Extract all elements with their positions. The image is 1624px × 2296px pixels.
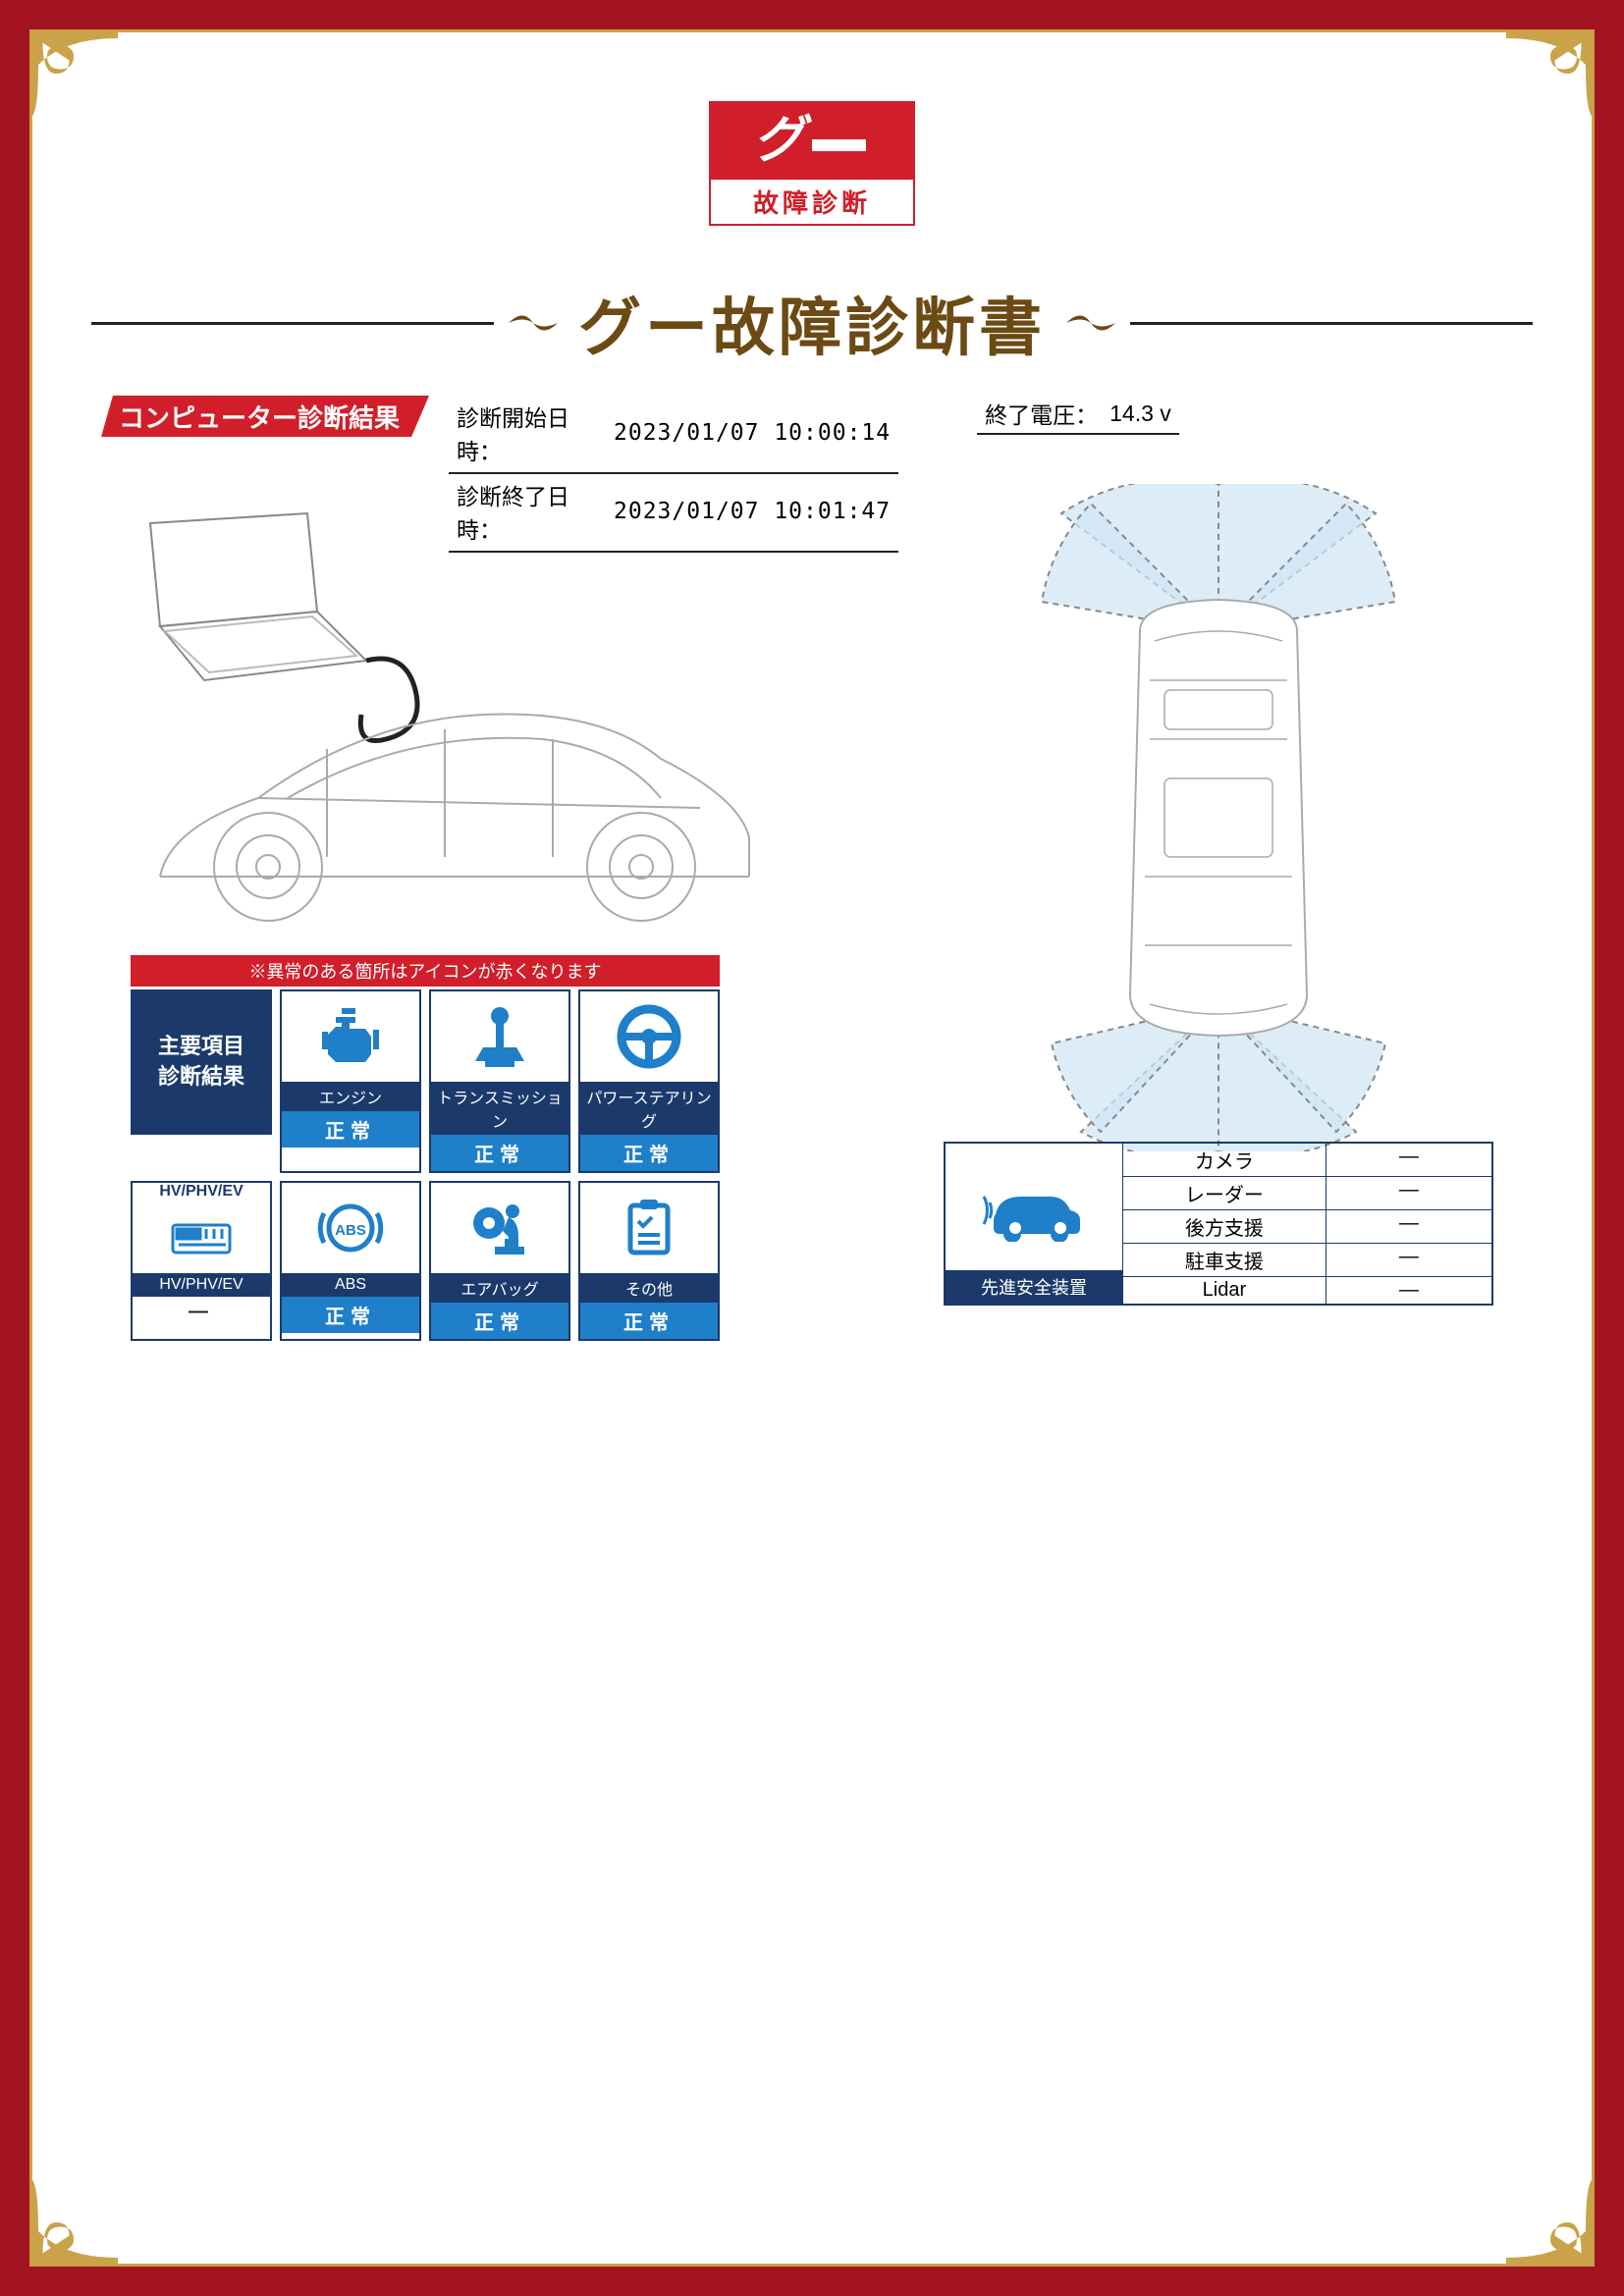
document-title-row: グー故障診断書 (91, 278, 1533, 368)
tile-label: HV/PHV/EV (133, 1273, 270, 1297)
transmission-icon (431, 991, 568, 1082)
voltage-row: 終了電圧： 14.3 v (977, 396, 1179, 435)
tile-label: ABS (282, 1273, 419, 1297)
voltage-value: 14.3 v (1110, 400, 1171, 427)
tile-steering: パワーステアリング 正常 (578, 989, 720, 1173)
voltage-label: 終了電圧： (985, 397, 1098, 430)
tile-other: その他 正常 (578, 1181, 720, 1341)
safety-value: — (1326, 1244, 1491, 1276)
legend-note: ※異常のある箇所はアイコンが赤くなります (131, 955, 720, 987)
car-top-sensor-diagram (944, 484, 1493, 1151)
start-time-label: 診断開始日時： (457, 400, 614, 466)
document-title: グー故障診断書 (578, 278, 1046, 368)
tile-status: 正常 (580, 1303, 718, 1339)
tile-label: その他 (580, 1273, 718, 1303)
flourish-icon (1061, 308, 1120, 338)
safety-title: 先進安全装置 (946, 1270, 1122, 1304)
safety-value: — (1326, 1177, 1491, 1209)
corner-ornament (29, 2178, 118, 2267)
car-side-diagram (111, 504, 779, 935)
safety-name: 後方支援 (1122, 1210, 1326, 1243)
safety-row: カメラ — (1122, 1144, 1491, 1177)
tile-status: 正常 (282, 1297, 419, 1333)
results-grid: 主要項目 診断結果 エンジン 正常 トランスミッション 正常 パワーステアリング… (131, 989, 720, 1341)
tile-engine: エンジン 正常 (280, 989, 421, 1173)
airbag-icon (431, 1183, 568, 1273)
tile-status: — (133, 1297, 270, 1327)
tile-label: エアバッグ (431, 1273, 568, 1303)
safety-name: カメラ (1122, 1144, 1326, 1176)
title-rule (1130, 322, 1533, 325)
tile-airbag: エアバッグ 正常 (429, 1181, 570, 1341)
safety-equipment-box: 先進安全装置 カメラ — レーダー — 後方支援 — 駐車支援 — Lidar … (944, 1142, 1493, 1306)
start-time-value: 2023/01/07 10:00:14 (614, 420, 891, 446)
safety-value: — (1326, 1210, 1491, 1243)
corner-ornament (1506, 29, 1595, 118)
safety-value: — (1326, 1277, 1491, 1304)
safety-row: レーダー — (1122, 1177, 1491, 1210)
safety-name: Lidar (1122, 1277, 1326, 1304)
section-ribbon: コンピューター診断結果 (101, 396, 429, 437)
safety-row: Lidar — (1122, 1277, 1491, 1304)
start-time-row: 診断開始日時： 2023/01/07 10:00:14 (449, 396, 898, 474)
tile-label: パワーステアリング (580, 1082, 718, 1135)
svg-text:ABS: ABS (335, 1222, 366, 1239)
certificate-frame: グ 故障診断 グー故障診断書 コンピューター診断結果 診断開始日時： 2023/… (29, 29, 1595, 2267)
hv-top-text: HV/PHV/EV (159, 1183, 243, 1201)
svg-text:グ: グ (753, 112, 812, 169)
car-sensor-icon (946, 1144, 1122, 1270)
brand-logo-mark: グ (711, 103, 913, 180)
steering-icon (580, 991, 718, 1082)
tile-abs: ABS ABS 正常 (280, 1181, 421, 1341)
safety-row: 駐車支援 — (1122, 1244, 1491, 1277)
engine-icon (282, 991, 419, 1082)
safety-name: 駐車支援 (1122, 1244, 1326, 1276)
corner-ornament (1506, 2178, 1595, 2267)
tile-label: トランスミッション (431, 1082, 568, 1135)
safety-left: 先進安全装置 (946, 1144, 1122, 1304)
safety-row: 後方支援 — (1122, 1210, 1491, 1244)
tile-transmission: トランスミッション 正常 (429, 989, 570, 1173)
title-rule (91, 322, 494, 325)
safety-value: — (1326, 1144, 1491, 1176)
clipboard-icon (580, 1183, 718, 1273)
corner-ornament (29, 29, 118, 118)
safety-table: カメラ — レーダー — 後方支援 — 駐車支援 — Lidar — (1122, 1144, 1491, 1304)
tile-status: 正常 (282, 1111, 419, 1148)
tile-status: 正常 (431, 1303, 568, 1339)
tile-status: 正常 (431, 1135, 568, 1171)
tile-label: エンジン (282, 1082, 419, 1111)
tile-hv: HV/PHV/EV HV/PHV/EV — (131, 1181, 272, 1341)
abs-icon: ABS (282, 1183, 419, 1273)
flourish-icon (504, 308, 563, 338)
safety-name: レーダー (1122, 1177, 1326, 1209)
brand-logo-subtitle: 故障診断 (711, 180, 913, 224)
hv-icon: HV/PHV/EV (133, 1183, 270, 1273)
tile-status: 正常 (580, 1135, 718, 1171)
brand-logo: グ 故障診断 (709, 101, 915, 226)
main-results-heading: 主要項目 診断結果 (131, 989, 272, 1135)
